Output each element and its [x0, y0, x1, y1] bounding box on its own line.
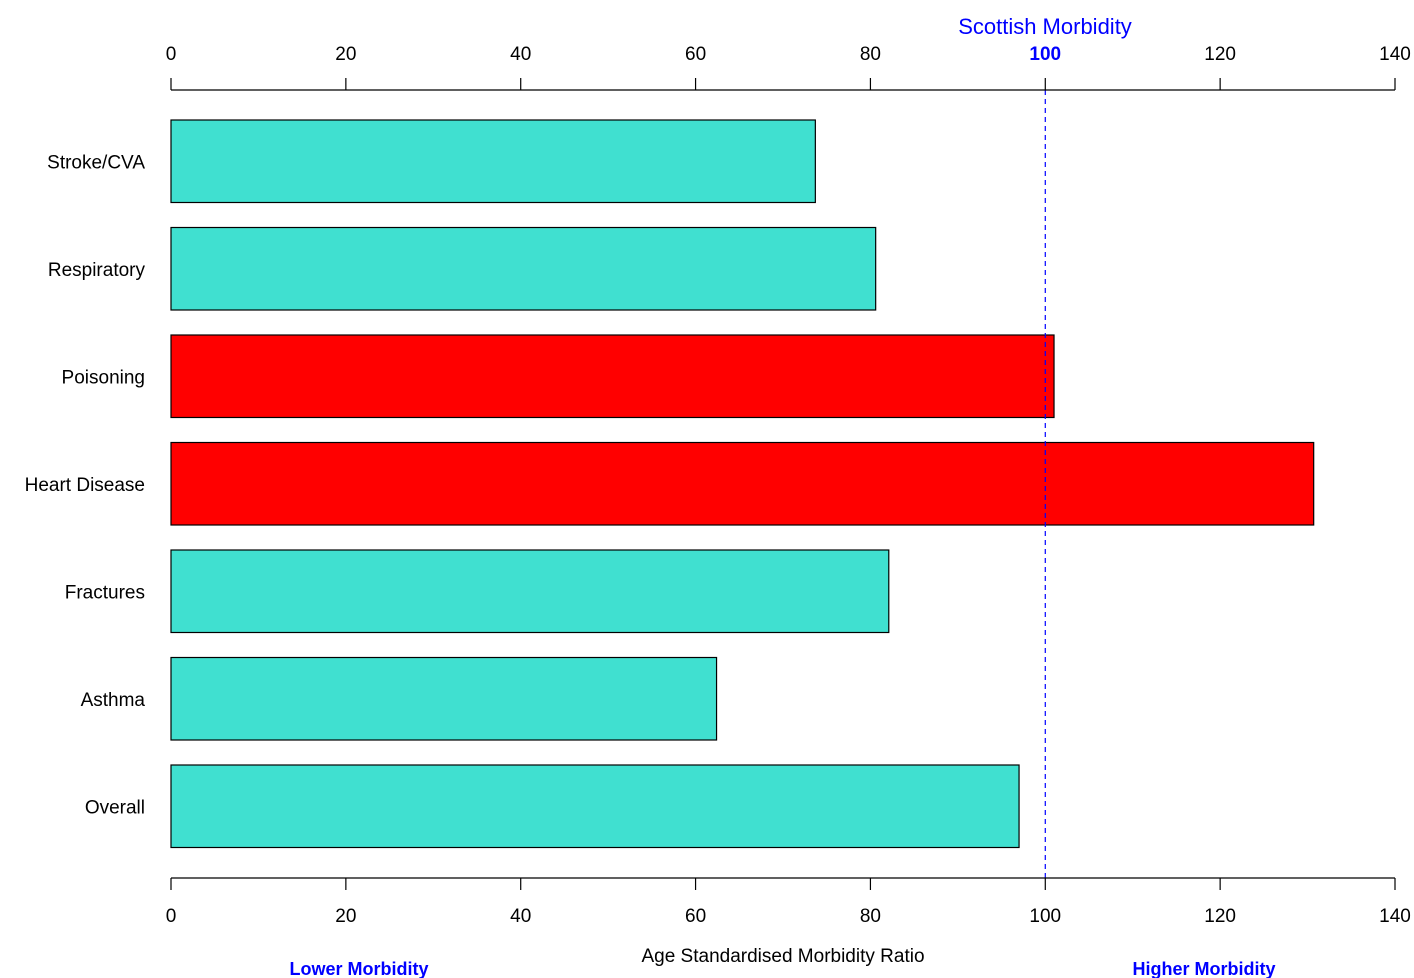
tick-label: 140 — [1379, 44, 1411, 65]
category-label: Poisoning — [62, 367, 145, 388]
tick-label: 100 — [1029, 44, 1061, 65]
tick-label: 120 — [1204, 906, 1236, 927]
lower-morbidity-annotation: Lower Morbidity — [290, 959, 429, 978]
reference-line-label: Scottish Morbidity — [958, 14, 1132, 39]
tick-label: 80 — [860, 44, 881, 65]
category-label: Asthma — [81, 690, 146, 711]
tick-label: 140 — [1379, 906, 1411, 927]
category-label: Stroke/CVA — [47, 152, 145, 173]
bar-respiratory — [170, 226, 877, 311]
tick-label: 60 — [685, 44, 706, 65]
bar-fractures — [170, 549, 890, 634]
category-label: Respiratory — [48, 260, 146, 281]
bar-asthma — [170, 656, 718, 741]
tick-label: 120 — [1204, 44, 1236, 65]
tick-label: 80 — [860, 906, 881, 927]
bar-overall — [170, 764, 1020, 849]
tick-label: 100 — [1029, 906, 1061, 927]
tick-label: 20 — [335, 906, 356, 927]
category-label: Fractures — [65, 582, 145, 603]
category-label: Heart Disease — [25, 475, 145, 496]
tick-label: 60 — [685, 906, 706, 927]
higher-morbidity-annotation: Higher Morbidity — [1133, 959, 1276, 978]
bar-heart-disease — [170, 441, 1315, 526]
tick-label: 40 — [510, 906, 531, 927]
bar-stroke-cva — [170, 119, 816, 204]
tick-label: 0 — [166, 906, 177, 927]
tick-label: 0 — [166, 44, 177, 65]
tick-label: 40 — [510, 44, 531, 65]
category-labels: Stroke/CVA Respiratory Poisoning Heart Dise… — [25, 152, 146, 818]
bar-poisoning — [170, 334, 1055, 419]
bottom-axis: 0 20 40 60 80 100 120 140 — [166, 877, 1411, 927]
bars-layer — [170, 119, 1315, 849]
tick-label: 20 — [335, 44, 356, 65]
category-label: Overall — [85, 797, 145, 818]
top-axis: 0 20 40 60 80 100 120 140 — [166, 44, 1411, 91]
x-axis-label: Age Standardised Morbidity Ratio — [641, 946, 924, 967]
